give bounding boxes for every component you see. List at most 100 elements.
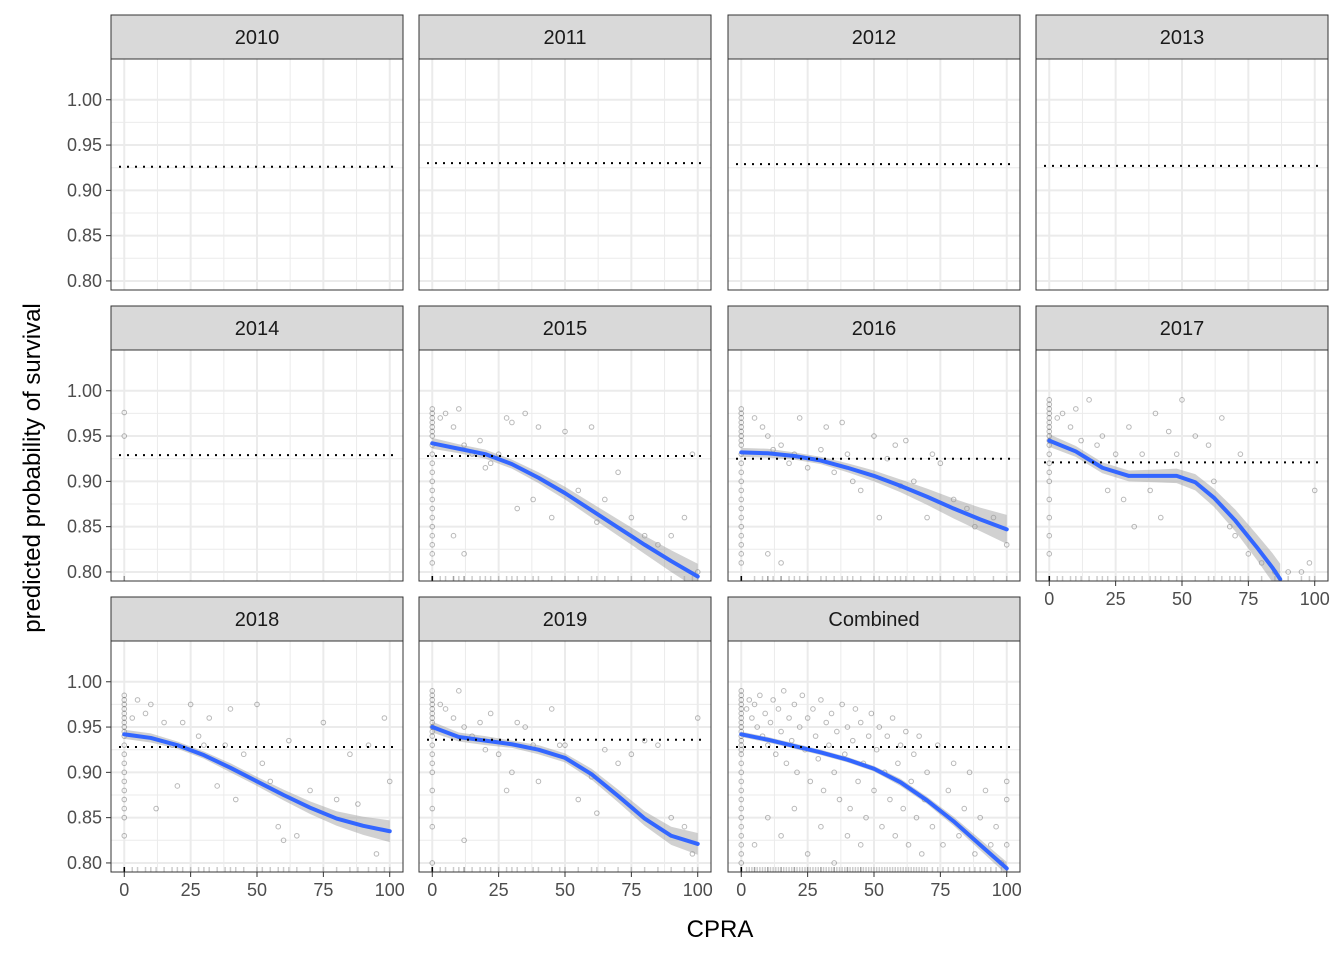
x-tick-label: 25 [1106,589,1126,609]
data-point [738,760,745,767]
data-point [668,814,674,821]
data-point [429,823,436,830]
data-point [834,728,840,735]
data-point [267,778,274,785]
data-point [818,446,824,453]
facet-strip [727,596,1021,642]
x-tick-label: 50 [555,880,575,900]
data-point [836,796,843,803]
smooth-line [122,732,392,834]
facet-strip [110,305,404,351]
data-point [681,823,688,830]
facet-label: 2019 [543,609,588,631]
data-point [738,769,745,776]
data-point [1211,478,1217,485]
panel-content [429,406,701,581]
data-point [889,715,896,721]
data-point [655,742,661,748]
data-point [929,451,936,457]
data-point [738,692,745,699]
y-tick-label: 0.90 [67,180,102,200]
data-point [738,460,745,467]
data-point [831,860,837,866]
data-point [594,519,600,525]
data-point [148,701,154,708]
data-point [503,415,510,421]
data-point [738,514,745,521]
data-point [286,737,292,744]
data-point [738,560,745,566]
facet-strip [1035,14,1329,60]
data-point [522,724,528,730]
data-point [1192,433,1199,439]
data-point [871,433,877,439]
data-point [694,715,701,721]
data-point [892,832,899,839]
facet-label: 2016 [852,318,897,340]
data-point [1285,569,1291,575]
data-point [738,496,745,503]
data-point [738,796,745,803]
data-point [871,787,877,794]
data-point [294,832,300,839]
x-tick-label: 75 [930,880,950,900]
data-point [950,760,957,767]
facet-label: 2012 [852,27,897,49]
data-point [977,814,983,821]
data-point [333,796,340,803]
data-point [575,487,582,494]
y-tick-label: 0.95 [67,426,102,446]
y-tick-label: 0.95 [67,135,102,155]
facet-strip [418,305,712,351]
data-point [548,514,555,521]
data-point [751,701,758,708]
data-point [429,406,436,412]
data-point [738,778,745,785]
data-point [1046,401,1053,408]
data-point [937,460,944,467]
data-point [810,706,816,712]
data-point [964,505,970,512]
data-point [121,719,128,726]
data-point [1165,428,1172,435]
data-point [786,715,792,721]
data-point [355,801,361,807]
data-point [1003,842,1010,848]
data-point [738,724,745,730]
data-point [738,551,745,557]
data-point [689,851,696,857]
data-point [751,842,758,848]
data-point [804,464,811,471]
data-point [556,742,563,748]
data-point [1139,451,1145,457]
data-point [535,778,542,785]
data-point [945,787,952,794]
data-point [804,715,811,721]
data-point [121,692,128,699]
facet-strip [727,305,1021,351]
data-point [437,415,444,421]
data-point [429,787,436,794]
data-point [153,805,159,812]
data-point [738,469,745,476]
data-point [429,688,436,694]
data-point [121,724,128,730]
data-point [477,719,483,726]
data-point [522,410,528,417]
data-point [1094,442,1100,448]
data-point [641,532,648,539]
data-point [514,505,521,512]
data-point [588,424,595,430]
data-point [873,746,880,753]
data-point [1131,523,1138,530]
data-point [347,751,353,758]
data-point [121,409,128,416]
data-point [887,796,893,803]
data-point [450,532,457,539]
data-point [738,746,745,753]
facet-strip [110,14,404,60]
data-point [214,783,220,789]
facet-panel: 2012 [727,14,1021,291]
data-point [990,514,997,521]
data-point [429,460,436,467]
